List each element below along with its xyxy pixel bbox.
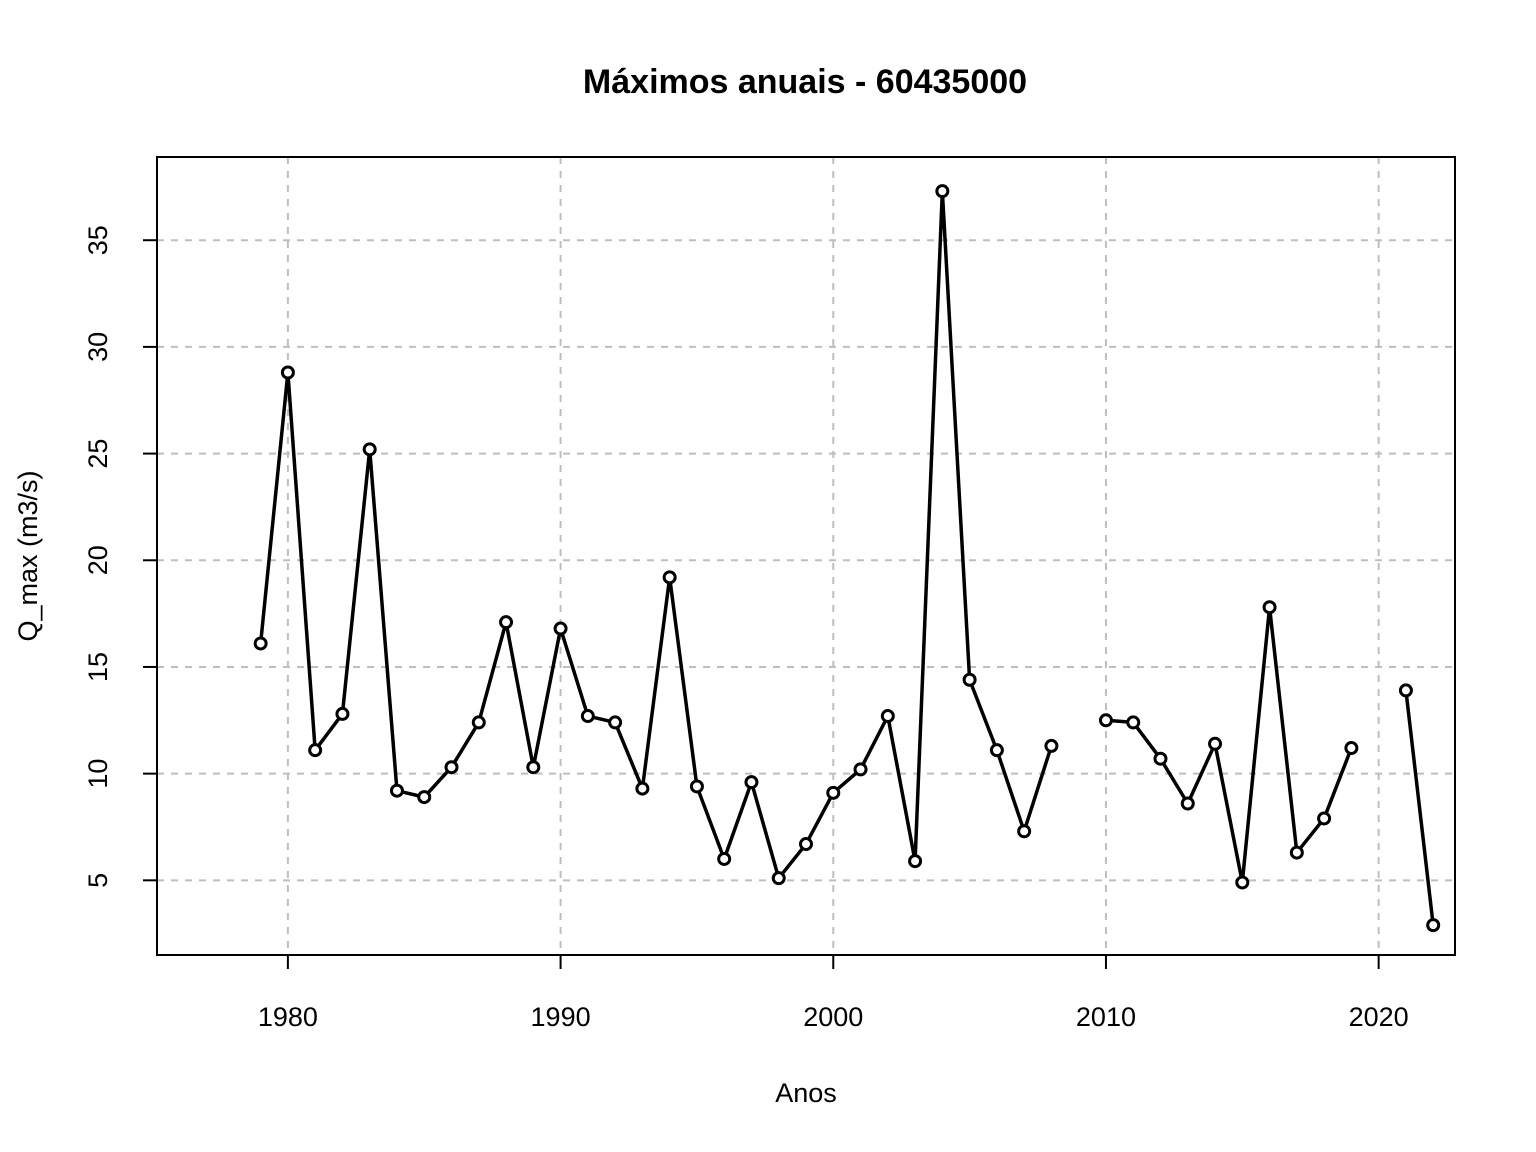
data-point — [444, 760, 459, 775]
data-point — [1398, 683, 1413, 698]
series-points — [253, 184, 1441, 933]
x-tick-label: 1980 — [258, 1002, 318, 1032]
x-axis: 1980 1990 2000 2010 2020 — [258, 955, 1409, 1032]
data-point — [580, 709, 595, 724]
data-point — [635, 781, 650, 796]
data-point — [1126, 715, 1141, 730]
data-point — [962, 672, 977, 687]
y-tick-label: 5 — [83, 873, 113, 888]
y-tick-label: 25 — [83, 439, 113, 469]
data-point — [1180, 796, 1195, 811]
data-point — [553, 621, 568, 636]
data-point — [362, 442, 377, 457]
data-point — [389, 783, 404, 798]
x-tick-label: 2000 — [803, 1002, 863, 1032]
series-line-segment — [258, 189, 1054, 880]
data-point — [989, 743, 1004, 758]
x-tick-label: 2010 — [1076, 1002, 1136, 1032]
data-point — [1098, 713, 1113, 728]
data-point — [744, 775, 759, 790]
data-point — [1017, 824, 1032, 839]
data-point — [253, 636, 268, 651]
y-tick-label: 35 — [83, 225, 113, 255]
data-point — [1289, 845, 1304, 860]
x-axis-label: Anos — [775, 1078, 837, 1108]
data-point — [1208, 736, 1223, 751]
series-line-segment — [1404, 690, 1435, 926]
plot-frame — [156, 156, 1456, 956]
data-point — [1044, 738, 1059, 753]
data-point — [689, 779, 704, 794]
data-point — [717, 851, 732, 866]
data-point — [853, 762, 868, 777]
series-line-segment — [1105, 605, 1354, 885]
data-point — [826, 785, 841, 800]
data-point — [471, 715, 486, 730]
y-tick-label: 20 — [83, 545, 113, 575]
data-point — [799, 837, 813, 852]
data-point — [280, 365, 295, 380]
data-point — [1235, 875, 1250, 890]
y-tick-label: 10 — [83, 759, 113, 789]
data-point — [1153, 751, 1168, 766]
data-point — [608, 715, 623, 730]
series-lines — [258, 189, 1435, 926]
chart-title: Máximos anuais - 60435000 — [583, 63, 1027, 101]
data-point — [771, 871, 786, 886]
x-tick-label: 1990 — [531, 1002, 591, 1032]
data-point — [526, 760, 541, 775]
data-point — [1426, 918, 1441, 933]
data-point — [662, 570, 677, 585]
grid — [157, 157, 1455, 955]
y-axis-label: Q_max (m3/s) — [13, 470, 43, 641]
data-point — [499, 615, 514, 630]
data-point — [1344, 741, 1359, 756]
data-point — [335, 706, 350, 721]
data-point — [1317, 811, 1332, 826]
y-tick-label: 30 — [83, 332, 113, 362]
data-point — [1262, 600, 1277, 615]
x-tick-label: 2020 — [1349, 1002, 1409, 1032]
y-axis: 5 10 15 20 25 30 35 — [83, 225, 157, 888]
data-point — [308, 743, 323, 758]
data-point — [417, 790, 432, 805]
data-point — [908, 854, 923, 869]
data-point — [880, 709, 895, 724]
data-point — [935, 184, 950, 199]
y-tick-label: 15 — [83, 652, 113, 682]
